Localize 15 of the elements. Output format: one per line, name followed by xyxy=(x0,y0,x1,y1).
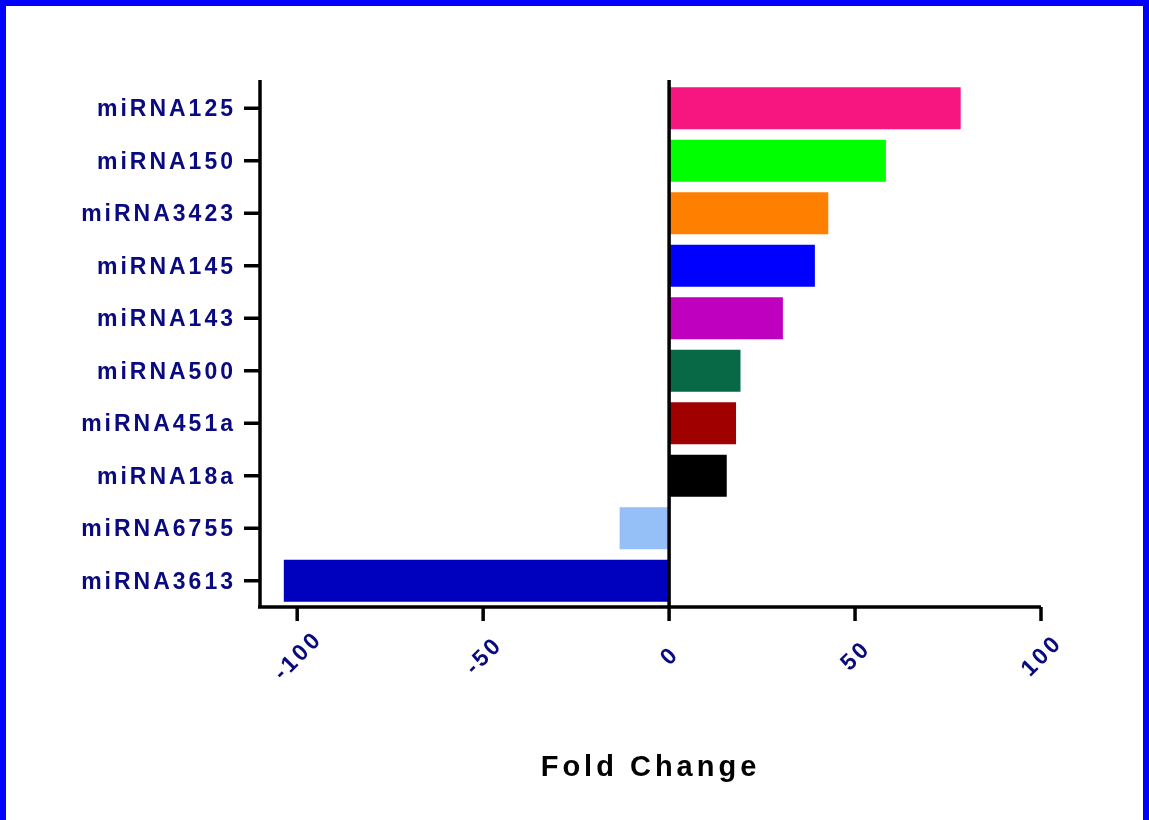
y-tick-label: miRNA3423 xyxy=(81,200,236,227)
y-tick-label: miRNA451a xyxy=(81,410,236,437)
x-axis-title: Fold Change xyxy=(540,750,761,782)
x-tick-label: 50 xyxy=(834,634,876,676)
y-tick-label: miRNA3613 xyxy=(81,567,236,594)
y-tick-label: miRNA143 xyxy=(96,305,236,332)
x-tick-label: 100 xyxy=(1015,629,1067,681)
y-tick-label: miRNA500 xyxy=(96,357,236,384)
y-tick-label: miRNA18a xyxy=(96,462,236,489)
x-tick-label: 0 xyxy=(654,640,684,670)
y-tick-label: miRNA6755 xyxy=(81,515,236,542)
x-tick-label: -50 xyxy=(459,630,508,680)
y-tick-label: miRNA145 xyxy=(96,252,236,279)
y-tick-label: miRNA150 xyxy=(96,147,236,174)
y-tick-label: miRNA125 xyxy=(96,95,236,122)
